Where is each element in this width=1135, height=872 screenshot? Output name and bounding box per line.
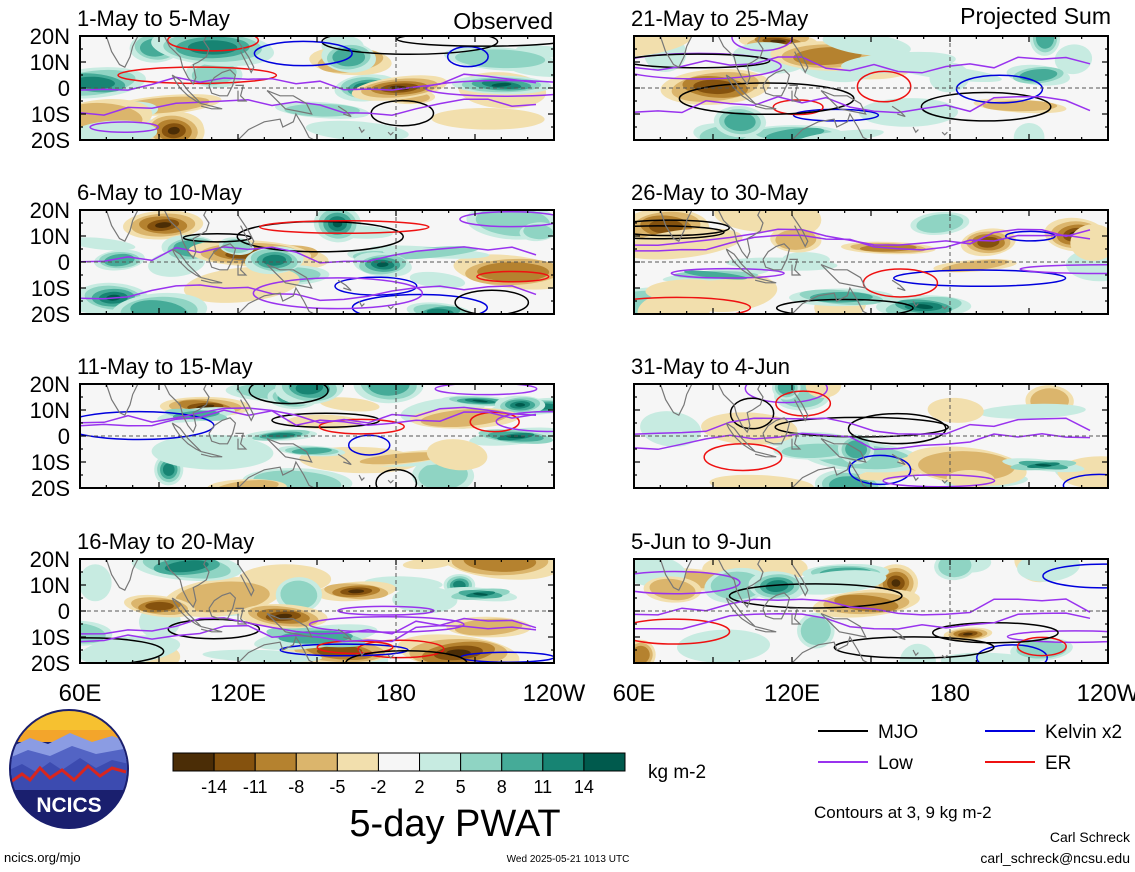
- x-tick-label: 120E: [764, 680, 820, 707]
- colorbar-tick-label: 2: [415, 777, 425, 797]
- y-tick-label: 10N: [30, 398, 70, 423]
- coastlines: [659, 210, 948, 314]
- coastlines: [659, 559, 948, 663]
- pwat-anomaly-field: [634, 36, 1093, 140]
- contour-note: Contours at 3, 9 kg m-2: [814, 803, 992, 822]
- y-tick-label: 10S: [31, 102, 70, 127]
- x-tick-label: 180: [930, 680, 970, 707]
- panel-date-range: 6-May to 10-May: [77, 180, 242, 205]
- panel: 31-May to 4-Jun: [631, 354, 1109, 489]
- panel-date-range: 26-May to 30-May: [631, 180, 808, 205]
- colorbar-swatch: [172, 752, 215, 772]
- colorbar-tick-label: 8: [497, 777, 507, 797]
- colorbar-tick-label: -2: [370, 777, 386, 797]
- y-tick-label: 0: [58, 76, 70, 101]
- colorbar-tick-label: 11: [533, 777, 552, 797]
- x-tick-label: 60E: [59, 680, 102, 707]
- observed-label: Observed: [453, 8, 553, 34]
- footer-timestamp: Wed 2025-05-21 1013 UTC: [507, 854, 630, 865]
- panel: 26-May to 30-May: [631, 180, 1109, 315]
- y-tick-label: 0: [58, 250, 70, 275]
- colorbar-swatch: [583, 752, 626, 772]
- contour-lines: [80, 211, 554, 314]
- colorbar: -14 -11 -8 -5 -2 2 5 8 11 14: [172, 752, 626, 797]
- colorbar-tick-label: -8: [288, 777, 304, 797]
- contour-lines: [80, 605, 554, 663]
- legend: MJO Kelvin x2 Low ER: [818, 722, 1122, 774]
- y-tick-label: 20S: [31, 302, 70, 327]
- panel-date-range: 31-May to 4-Jun: [631, 354, 790, 379]
- colorbar-swatch: [542, 752, 585, 772]
- colorbar-tick-label: 5: [456, 777, 466, 797]
- y-tick-label: 10S: [31, 450, 70, 475]
- colorbar-tick-label: 14: [574, 777, 594, 797]
- panel-date-range: 1-May to 5-May: [77, 6, 230, 31]
- y-tick-label: 20N: [30, 24, 70, 49]
- coastlines: [105, 384, 394, 488]
- panel: 21-May to 25-May: [631, 6, 1109, 141]
- y-tick-label: 20N: [30, 547, 70, 572]
- colorbar-units: kg m-2: [648, 762, 706, 783]
- panel-date-range: 11-May to 15-May: [77, 354, 253, 379]
- colorbar-swatch: [213, 752, 256, 772]
- contour-lines: [634, 36, 1091, 122]
- y-tick-label: 10N: [30, 573, 70, 598]
- x-tick-label: 120W: [523, 680, 586, 707]
- legend-label: ER: [1045, 753, 1071, 774]
- colorbar-swatch: [336, 752, 379, 772]
- colorbar-tick-label: -11: [243, 777, 268, 797]
- x-tick-label: 120W: [1077, 680, 1135, 707]
- chart-title: 5-day PWAT: [349, 803, 560, 845]
- footer-url: ncics.org/mjo: [4, 850, 81, 865]
- coastlines: [105, 36, 394, 140]
- y-tick-label: 10N: [30, 50, 70, 75]
- contour-lines: [634, 563, 1108, 663]
- coastlines: [659, 384, 948, 488]
- y-tick-label: 20S: [31, 476, 70, 501]
- panel-date-range: 21-May to 25-May: [631, 6, 808, 31]
- colorbar-swatch: [460, 752, 503, 772]
- logo-text: NCICS: [36, 794, 101, 817]
- coastlines: [105, 210, 394, 314]
- x-tick-label: 180: [376, 680, 416, 707]
- y-tick-label: 10N: [30, 224, 70, 249]
- footer-email: carl_schreck@ncsu.edu: [980, 850, 1130, 866]
- legend-label: Kelvin x2: [1045, 722, 1122, 743]
- y-tick-label: 10S: [31, 276, 70, 301]
- y-tick-label: 20S: [31, 128, 70, 153]
- panel-date-range: 5-Jun to 9-Jun: [631, 529, 772, 554]
- coastlines: [105, 559, 394, 663]
- y-tick-label: 10S: [31, 625, 70, 650]
- panel: 5-Jun to 9-Jun: [631, 529, 1109, 664]
- y-tick-label: 20N: [30, 198, 70, 223]
- y-tick-label: 20S: [31, 651, 70, 676]
- y-tick-label: 0: [58, 424, 70, 449]
- y-tick-label: 0: [58, 599, 70, 624]
- coastlines: [659, 36, 948, 140]
- contour-lines: [634, 384, 1108, 488]
- colorbar-swatch: [501, 752, 544, 772]
- colorbar-tick-label: -14: [201, 777, 227, 797]
- pwat-anomaly-field: [80, 210, 554, 314]
- legend-label: Low: [878, 753, 913, 774]
- ncics-logo: NCICS: [9, 709, 129, 829]
- colorbar-tick-label: -5: [329, 777, 345, 797]
- colorbar-swatch: [254, 752, 297, 772]
- panel-date-range: 16-May to 20-May: [77, 529, 254, 554]
- x-tick-label: 120E: [210, 680, 266, 707]
- legend-label: MJO: [878, 722, 918, 743]
- y-tick-label: 20N: [30, 372, 70, 397]
- colorbar-swatch: [377, 752, 421, 772]
- projected-label: Projected Sum: [960, 3, 1111, 29]
- colorbar-swatch: [295, 752, 338, 772]
- colorbar-swatch: [419, 752, 462, 772]
- x-tick-label: 60E: [613, 680, 656, 707]
- footer-author: Carl Schreck: [1050, 829, 1131, 845]
